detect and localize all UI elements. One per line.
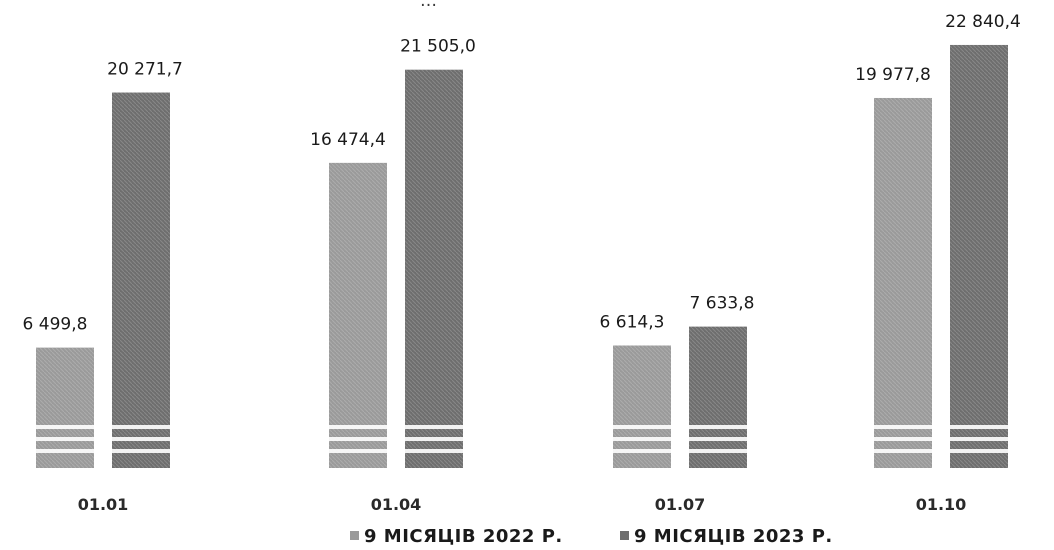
value-label-s1-01.04: 16 474,4	[310, 130, 386, 150]
bar-stripe-s1-01.07-1	[613, 425, 671, 429]
value-label-s2-01.07: 7 633,8	[690, 294, 755, 314]
bar-texture-s2-01.04	[405, 69, 463, 468]
bar-stripe-s1-01.04-3	[329, 449, 387, 453]
legend: 9 МІСЯЦІВ 2022 Р. 9 МІСЯЦІВ 2023 Р.	[350, 526, 833, 547]
bar-stripe-s1-01.01-1	[36, 425, 94, 429]
value-label-s1-01.01: 6 499,8	[23, 315, 88, 335]
bar-stripe-s1-01.07-3	[613, 449, 671, 453]
bar-texture-s2-01.07	[689, 326, 747, 468]
bar-stripe-s1-01.04-2	[329, 437, 387, 441]
bar-stripe-s2-01.01-1	[112, 425, 170, 429]
value-label-s2-01.01: 20 271,7	[107, 60, 183, 80]
bar-texture-s2-01.01	[112, 92, 170, 468]
bar-stripe-s1-01.07-2	[613, 437, 671, 441]
bar-texture-s1-01.07	[613, 345, 671, 468]
bar-stripe-s2-01.04-3	[405, 449, 463, 453]
value-label-s1-01.10: 19 977,8	[855, 65, 931, 85]
legend-swatch-s1	[350, 531, 359, 540]
bar-texture-s1-01.01	[36, 347, 94, 468]
legend-label-s2: 9 МІСЯЦІВ 2023 Р.	[634, 526, 833, 547]
bar-stripe-s2-01.10-2	[950, 437, 1008, 441]
legend-label-s1: 9 МІСЯЦІВ 2022 Р.	[364, 526, 563, 547]
bar-stripe-s2-01.07-3	[689, 449, 747, 453]
value-label-s1-01.07: 6 614,3	[600, 312, 665, 332]
bar-stripe-s1-01.01-3	[36, 449, 94, 453]
title-fragment: …	[420, 0, 437, 11]
bar-stripe-s2-01.07-2	[689, 437, 747, 441]
bar-texture-s1-01.10	[874, 97, 932, 468]
bar-texture-s1-01.04	[329, 162, 387, 468]
bar-stripe-s1-01.10-3	[874, 449, 932, 453]
legend-swatch-s2	[620, 531, 629, 540]
bar-stripe-s1-01.10-2	[874, 437, 932, 441]
bar-stripe-s1-01.10-1	[874, 425, 932, 429]
bar-stripe-s2-01.10-1	[950, 425, 1008, 429]
bar-stripe-s2-01.04-1	[405, 425, 463, 429]
bar-texture-s2-01.10	[950, 44, 1008, 469]
bar-stripe-s1-01.04-1	[329, 425, 387, 429]
bar-stripe-s2-01.10-3	[950, 449, 1008, 453]
category-labels-group: 01.01 01.04 01.07 01.10	[78, 495, 967, 514]
bar-stripe-s2-01.07-1	[689, 425, 747, 429]
value-label-s2-01.10: 22 840,4	[945, 12, 1021, 32]
category-label-01.04: 01.04	[371, 495, 422, 514]
value-labels-group: 6 499,8 20 271,7 16 474,4 21 505,0 6 614,3 7 …	[23, 12, 1021, 335]
category-label-01.07: 01.07	[655, 495, 706, 514]
category-label-01.10: 01.10	[916, 495, 967, 514]
bar-stripe-s2-01.01-3	[112, 449, 170, 453]
category-label-01.01: 01.01	[78, 495, 129, 514]
bars-group	[36, 44, 1008, 469]
value-label-s2-01.04: 21 505,0	[400, 37, 476, 57]
bar-stripe-s2-01.01-2	[112, 437, 170, 441]
bar-stripe-s1-01.01-2	[36, 437, 94, 441]
bar-stripe-s2-01.04-2	[405, 437, 463, 441]
